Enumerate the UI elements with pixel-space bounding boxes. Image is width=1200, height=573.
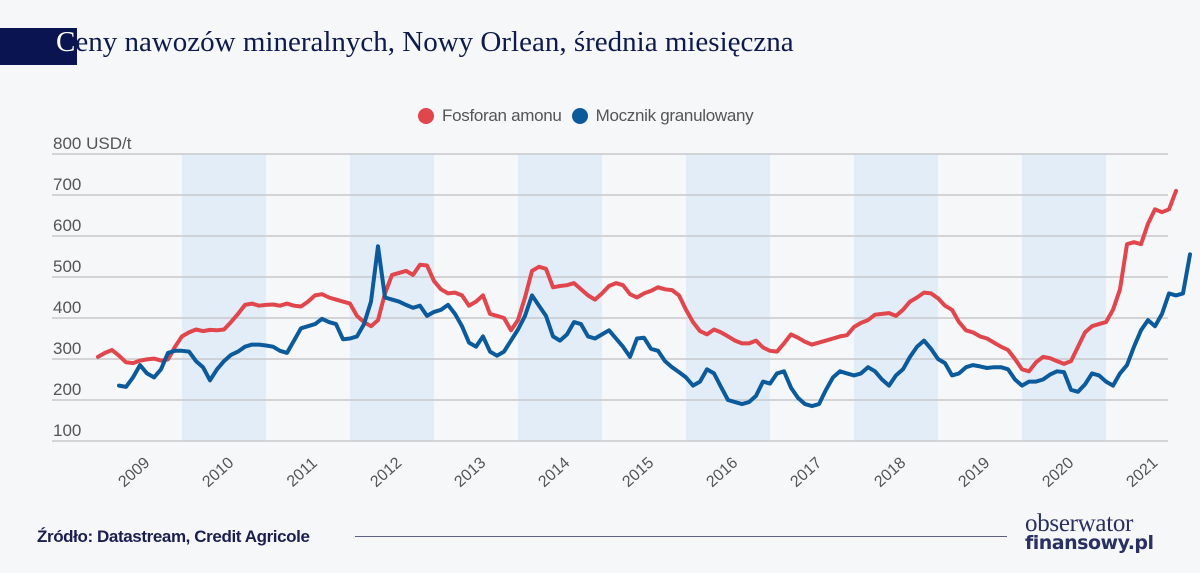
gridlines <box>52 153 1168 442</box>
shaded-band-2010 <box>182 154 266 441</box>
chart-legend: Fosforan amonu Mocznik granulowany <box>418 106 763 126</box>
title-accent-block <box>0 28 77 65</box>
x-tick-label: 2018 <box>871 454 909 491</box>
footer-divider <box>355 536 1007 537</box>
source-note: Źródło: Datastream, Credit Agricole <box>37 527 310 546</box>
series-lines <box>96 188 1192 409</box>
x-tick-label: 2012 <box>367 454 405 491</box>
logo-line-1: obserwator <box>1025 510 1134 537</box>
x-tick-label: 2010 <box>199 454 237 491</box>
x-tick-label: 2011 <box>284 455 321 491</box>
x-tick-label: 2013 <box>451 454 489 491</box>
title-text: eny nawozów mineralnych, Nowy Orlean, śr… <box>75 26 794 58</box>
legend-dot-fosforan-icon <box>418 108 434 124</box>
y-axis-ticks: 100 200 300 400 500 600 700 800 USD/t <box>53 134 132 440</box>
x-tick-label: 2021 <box>1123 454 1161 491</box>
legend-label-mocznik: Mocznik granulowany <box>595 106 754 125</box>
y-tick-label: 200 <box>53 380 81 399</box>
y-tick-label: 800 USD/t <box>53 134 132 153</box>
shaded-band-2012 <box>350 154 434 441</box>
series-line-fosforan-amonu <box>96 188 1178 374</box>
x-tick-label: 2016 <box>703 454 741 491</box>
page-title: Ceny nawozów mineralnych, Nowy Orlean, ś… <box>56 26 794 59</box>
logo-line-2: finansowy.pl <box>1025 532 1154 554</box>
y-tick-label: 100 <box>53 421 81 440</box>
x-tick-label: 2009 <box>115 454 153 491</box>
x-axis-ticks: 2009 2010 2011 2012 2013 2014 2015 2016 2017 2018… <box>115 454 1161 491</box>
x-tick-label: 2015 <box>619 454 657 491</box>
shaded-year-bands <box>182 154 1106 441</box>
y-tick-label: 500 <box>53 257 81 276</box>
y-tick-label: 700 <box>53 175 81 194</box>
series-line-mocznik-granulowany <box>117 244 1192 409</box>
x-tick-label: 2020 <box>1039 454 1077 491</box>
legend-label-fosforan: Fosforan amonu <box>442 106 562 125</box>
shaded-band-2020 <box>1022 154 1106 441</box>
legend-dot-mocznik-icon <box>571 108 588 124</box>
x-tick-label: 2019 <box>955 454 993 491</box>
logo: obserwator finansowy.pl <box>1025 510 1154 554</box>
x-tick-label: 2014 <box>535 454 573 491</box>
y-tick-label: 300 <box>53 339 81 358</box>
y-tick-label: 400 <box>53 298 81 317</box>
title-first-letter: C <box>56 26 76 58</box>
y-tick-label: 600 <box>53 216 81 235</box>
legend-item-fosforan: Fosforan amonu <box>418 106 562 126</box>
legend-item-mocznik: Mocznik granulowany <box>571 106 754 126</box>
shaded-band-2018 <box>854 154 938 441</box>
x-tick-label: 2017 <box>787 454 825 491</box>
